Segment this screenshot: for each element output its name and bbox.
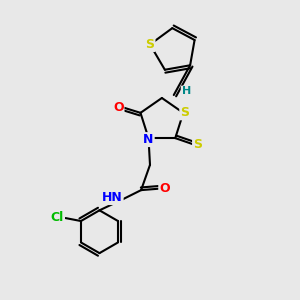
Text: Cl: Cl: [51, 211, 64, 224]
Text: H: H: [182, 86, 191, 96]
Text: O: O: [113, 101, 124, 114]
Text: S: S: [146, 38, 154, 51]
Text: O: O: [159, 182, 170, 195]
Text: S: S: [180, 106, 189, 119]
Text: N: N: [143, 133, 154, 146]
Text: HN: HN: [102, 191, 123, 204]
Text: S: S: [193, 138, 202, 151]
